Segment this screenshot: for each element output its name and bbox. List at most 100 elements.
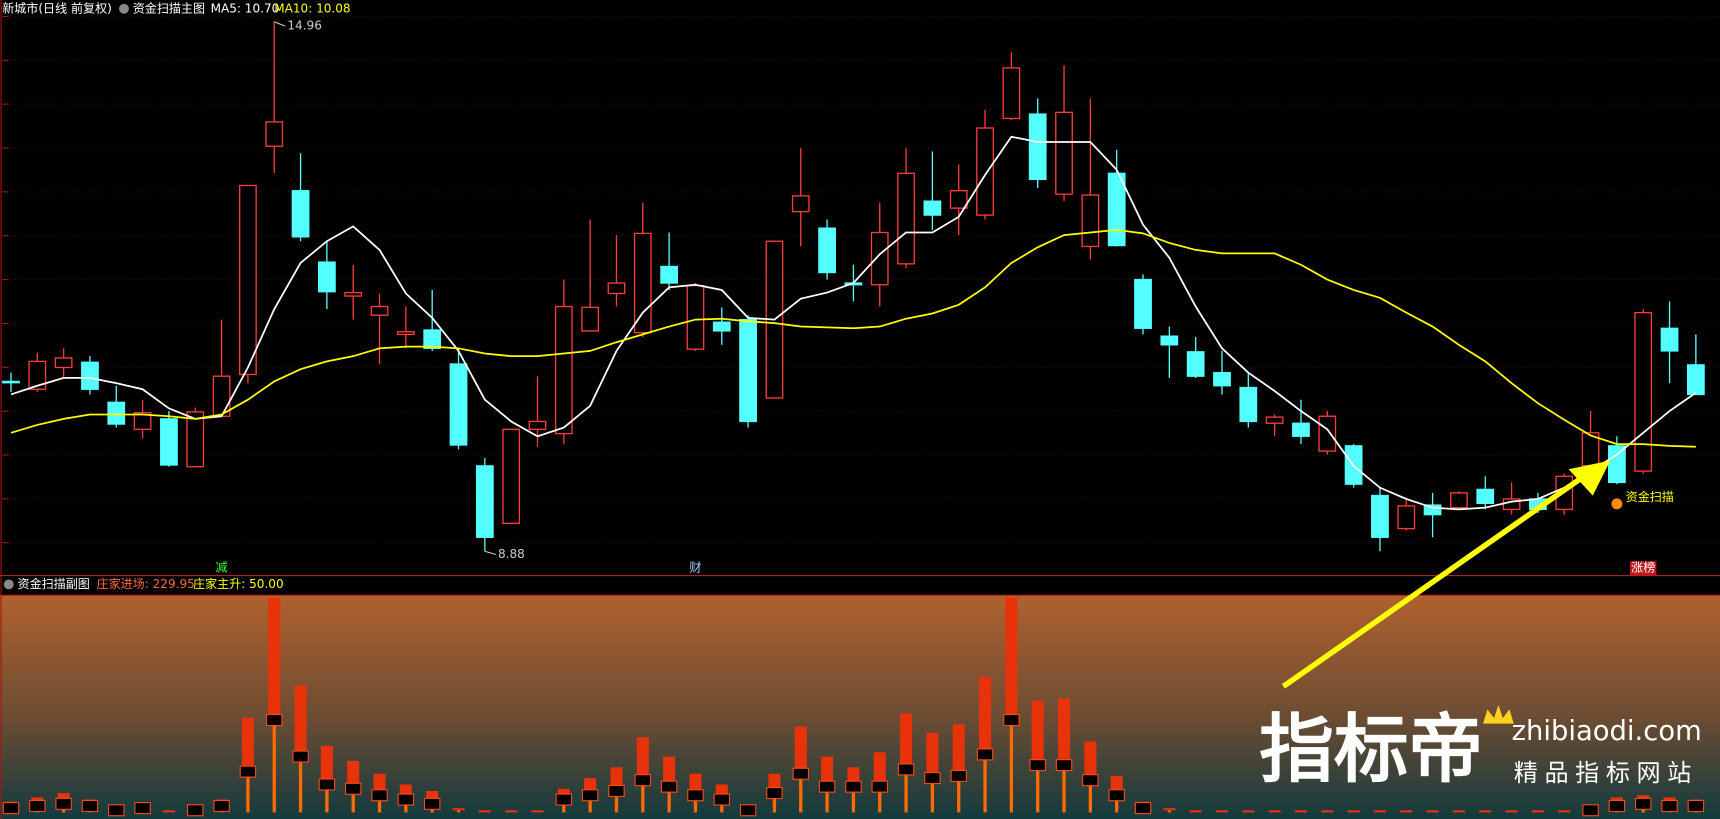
stem (377, 795, 382, 813)
candle-body (791, 195, 810, 213)
candle-body (475, 465, 494, 538)
candle-body (107, 401, 126, 425)
stem (588, 795, 592, 813)
candle-body (897, 172, 915, 265)
candle-body (160, 418, 178, 466)
box (239, 765, 257, 778)
menu-icon[interactable] (119, 3, 129, 14)
box (897, 763, 915, 776)
bar (162, 810, 175, 813)
bar (452, 808, 465, 811)
box (1082, 774, 1099, 787)
candle-body (554, 305, 573, 435)
callout-arrow (1281, 472, 1588, 689)
candle-body (1371, 494, 1389, 538)
bar (1505, 810, 1518, 813)
signal-icon (1611, 498, 1623, 510)
bar (926, 732, 939, 779)
candle-body (528, 420, 547, 430)
stem (298, 756, 303, 813)
stem (1167, 810, 1171, 813)
bar (1347, 810, 1360, 813)
box (1108, 789, 1125, 802)
ma-line (10, 229, 1696, 448)
stem (851, 786, 856, 813)
stem (456, 810, 461, 813)
box (608, 784, 625, 797)
watermark-slogan: 精品指标网站 (1514, 759, 1698, 787)
box (845, 780, 862, 793)
signal-label: 财 (689, 560, 701, 574)
bar (794, 726, 807, 774)
candle-body (923, 200, 942, 216)
bar (1215, 810, 1229, 813)
candle-body (1686, 364, 1705, 396)
box (213, 799, 230, 813)
candle-body (212, 375, 231, 417)
box (1003, 713, 1020, 727)
candle-body (186, 411, 205, 468)
box (1634, 797, 1652, 810)
stem (799, 773, 803, 813)
box (397, 793, 415, 806)
candle-body (1239, 386, 1258, 423)
box (713, 793, 731, 806)
stem (1088, 780, 1093, 813)
signal-label: 涨榜 (1631, 559, 1655, 574)
box (318, 778, 336, 791)
main-indicator: 资金扫描主图 (133, 0, 205, 15)
stem (246, 771, 250, 813)
ma-readout: MA5: 10.70 (211, 1, 280, 15)
sub-readout: 庄家进场: 229.95 (97, 576, 195, 591)
stem (351, 788, 355, 813)
bar (1531, 810, 1544, 813)
candle-body (976, 127, 994, 216)
stem (562, 799, 566, 813)
box (766, 787, 783, 800)
candle-body (1160, 335, 1179, 346)
candle-body (607, 282, 626, 295)
bar (1268, 810, 1281, 813)
bar (347, 760, 360, 789)
box (924, 772, 941, 785)
box (634, 774, 652, 787)
bar (1057, 698, 1071, 766)
bar (663, 756, 676, 787)
box (792, 767, 809, 780)
candle-body (1107, 172, 1126, 247)
stem (957, 775, 961, 813)
candle-body (28, 360, 47, 390)
candle-body (1265, 416, 1284, 424)
candle-body (370, 305, 389, 316)
sub-chart (2, 597, 1705, 817)
candle-body (1423, 504, 1442, 516)
candle-body (1028, 113, 1047, 181)
box (687, 789, 704, 802)
box (55, 797, 72, 810)
candle-body (1608, 445, 1626, 484)
candle-body (1476, 488, 1495, 504)
candle-body (1660, 327, 1679, 352)
bar (268, 597, 281, 721)
box (81, 799, 99, 813)
stem (720, 799, 724, 813)
bar (505, 810, 518, 813)
box (1582, 804, 1599, 817)
stem (983, 754, 987, 813)
bar (1321, 810, 1334, 813)
candle-body (949, 190, 968, 209)
bar (531, 810, 544, 813)
box (266, 713, 283, 727)
candle-body (2, 380, 20, 384)
bar (873, 752, 886, 787)
menu-icon[interactable] (3, 579, 14, 590)
sub-indicator: 资金扫描副图 (18, 576, 90, 591)
watermark-site: zhibiaodi.com (1512, 716, 1702, 747)
stock-title: 新城市(日线 前复权) (2, 0, 112, 15)
box (1661, 799, 1678, 813)
box (187, 804, 204, 817)
box (818, 780, 836, 793)
stem (1115, 795, 1119, 813)
box (29, 799, 46, 813)
